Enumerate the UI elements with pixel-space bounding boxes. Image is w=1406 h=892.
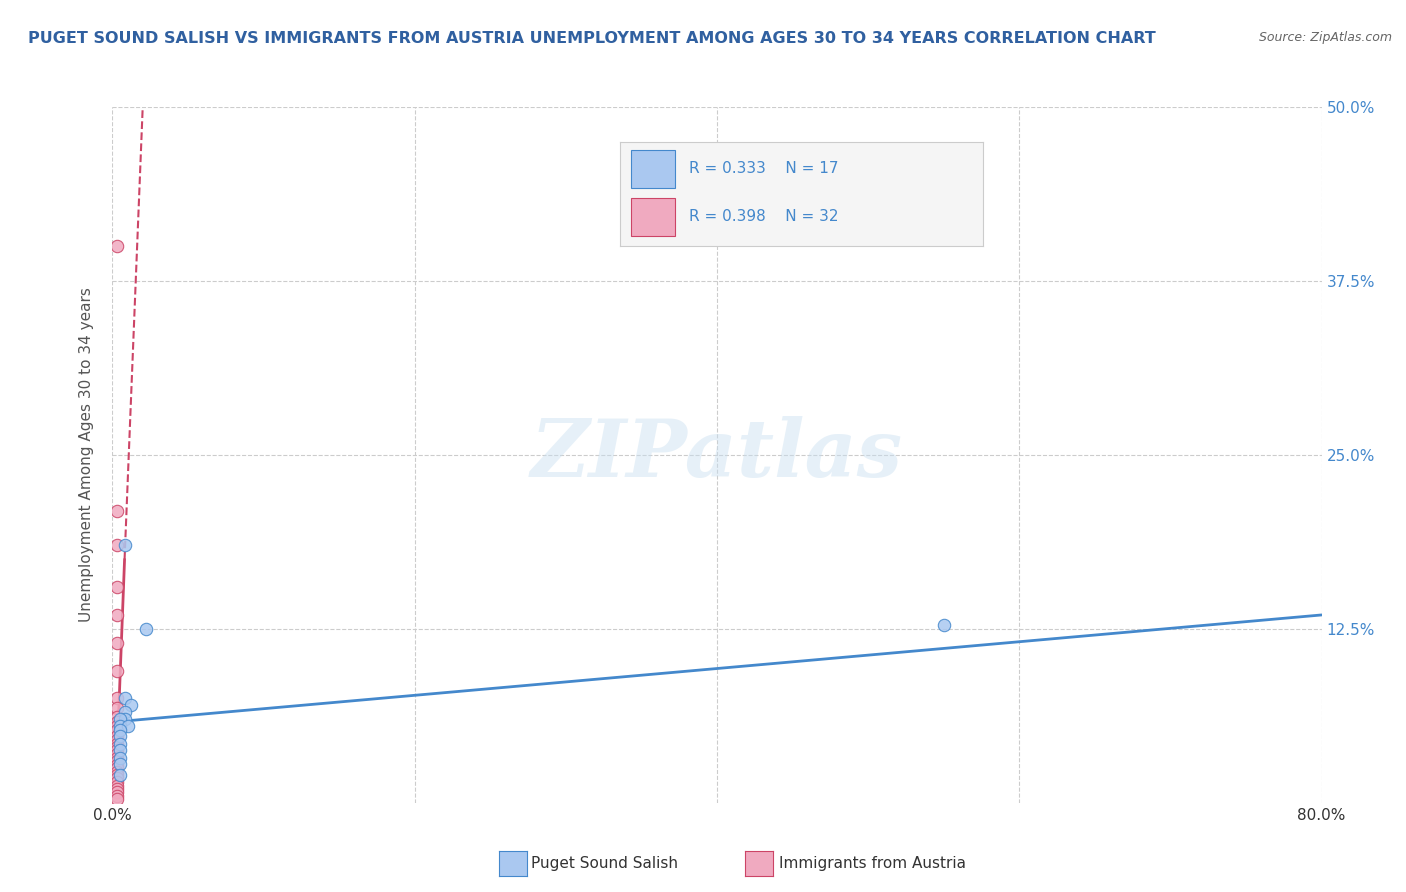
Point [120,698,142,713]
Point [108,723,131,738]
Point [108,712,131,726]
Point [105,791,128,805]
Point [932,617,955,632]
Point [135,622,157,636]
Point [114,538,136,552]
Text: ZIPatlas: ZIPatlas [531,417,903,493]
Point [114,691,136,706]
Point [105,781,128,796]
Point [108,729,131,743]
Point [105,607,128,622]
Point [105,758,128,772]
Point [105,740,128,755]
Point [105,701,128,715]
Point [105,754,128,768]
Point [105,765,128,780]
Text: Puget Sound Salish: Puget Sound Salish [531,856,679,871]
Point [105,768,128,782]
Point [108,737,131,751]
Point [108,768,131,782]
Text: Immigrants from Austria: Immigrants from Austria [779,856,966,871]
Point [105,775,128,789]
Point [105,709,128,723]
Point [105,723,128,738]
Point [105,239,128,253]
Point [105,691,128,706]
Point [108,719,131,733]
Text: Source: ZipAtlas.com: Source: ZipAtlas.com [1258,31,1392,45]
Point [105,719,128,733]
Point [105,729,128,743]
Point [105,737,128,751]
Point [105,751,128,765]
Point [114,706,136,720]
Point [105,636,128,650]
Point [108,751,131,765]
Point [105,538,128,552]
Point [105,733,128,747]
Point [105,664,128,678]
Point [105,771,128,785]
Text: PUGET SOUND SALISH VS IMMIGRANTS FROM AUSTRIA UNEMPLOYMENT AMONG AGES 30 TO 34 Y: PUGET SOUND SALISH VS IMMIGRANTS FROM AU… [28,31,1156,46]
Point [105,785,128,799]
Point [117,719,139,733]
Point [105,715,128,730]
Point [105,789,128,803]
Point [105,747,128,761]
Y-axis label: Unemployment Among Ages 30 to 34 years: Unemployment Among Ages 30 to 34 years [79,287,94,623]
Point [108,743,131,757]
Point [105,743,128,757]
Point [105,761,128,775]
Point [105,779,128,793]
Point [108,756,131,771]
Point [105,503,128,517]
Point [105,580,128,594]
Point [114,712,136,726]
